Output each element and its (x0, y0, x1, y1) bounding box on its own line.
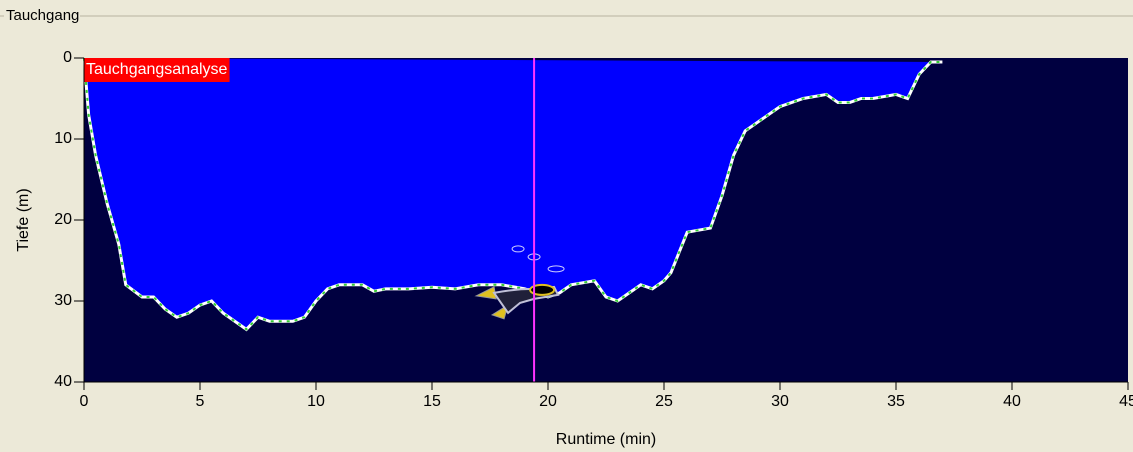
y-axis-label: Tiefe (m) (15, 188, 32, 251)
area (84, 58, 943, 330)
x-tick-label: 40 (1003, 393, 1021, 410)
x-axis-label: Runtime (min) (556, 431, 656, 448)
bubble (511, 245, 525, 253)
y-tick-label: 30 (54, 292, 72, 309)
x-tick-label: 0 (80, 393, 89, 410)
x-tick-label: 5 (196, 393, 205, 410)
y-tick-label: 20 (54, 211, 72, 228)
group-label-bg (4, 6, 80, 26)
x-tick-label: 10 (307, 393, 325, 410)
x-tick-label: 35 (887, 393, 905, 410)
x-tick-label: 20 (539, 393, 557, 410)
title-background (84, 58, 230, 82)
x-tick-label: 30 (771, 393, 789, 410)
line (82, 57, 943, 332)
y-tick-label: 10 (54, 130, 72, 147)
x-tick-label: 15 (423, 393, 441, 410)
chart-title: Tauchgangsanalyse (86, 61, 228, 78)
diver-tank (529, 283, 556, 296)
bubble (547, 265, 565, 273)
y-tick-label: 0 (63, 49, 72, 66)
group-label: Tauchgang (6, 7, 79, 24)
x-tick-label: 25 (655, 393, 673, 410)
y-tick-label: 40 (54, 373, 72, 390)
plot: Tauchgangsanalyse 0 10 20 30 40 0 5 10 15 20 25 30 35… (54, 49, 1133, 410)
x-tick-label: 45 (1119, 393, 1133, 410)
diver-icon (474, 245, 565, 320)
